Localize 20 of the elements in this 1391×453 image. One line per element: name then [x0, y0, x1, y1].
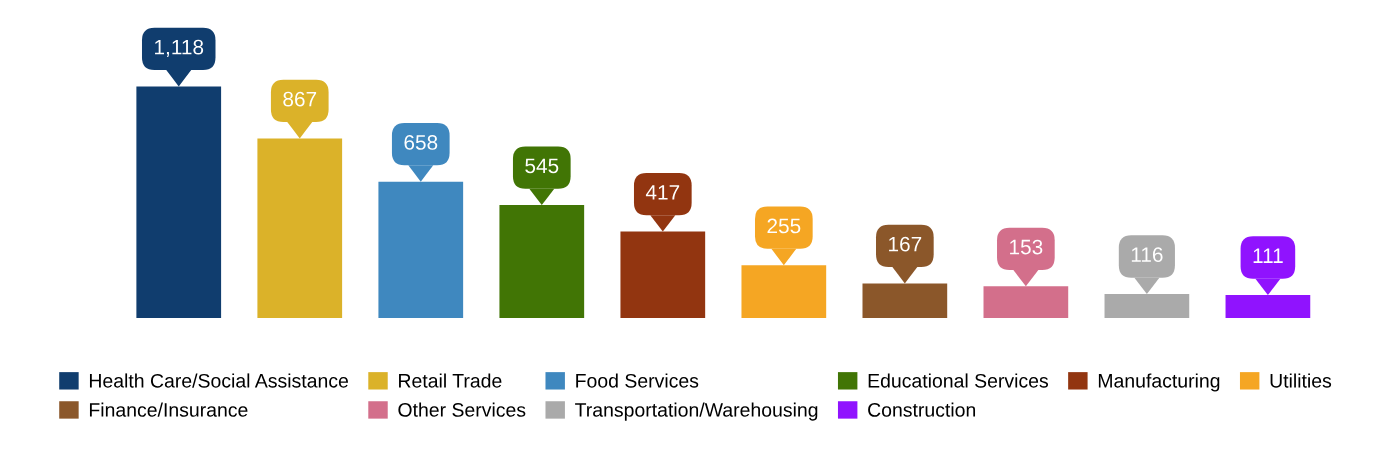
- data-label: 545: [525, 158, 559, 174]
- data-label: 153: [1010, 239, 1043, 255]
- legend-label: Other Services: [398, 402, 526, 417]
- legend-label: Transportation/Warehousing: [575, 402, 818, 421]
- legend-label: Health Care/Social Assistance: [89, 373, 348, 388]
- legend-label: Utilities: [1270, 373, 1332, 388]
- data-label: 867: [283, 91, 317, 107]
- legend-label: Educational Services: [868, 373, 1048, 388]
- data-label: 658: [404, 135, 438, 150]
- legend-label: Construction: [868, 402, 976, 417]
- legend-label: Retail Trade: [399, 373, 502, 388]
- data-label: 417: [645, 185, 680, 200]
- data-label: 111: [1253, 248, 1283, 263]
- data-label: 255: [767, 218, 801, 234]
- data-label: 1,118: [155, 39, 204, 57]
- data-label: 167: [889, 236, 922, 252]
- legend-label: Food Services: [576, 373, 699, 388]
- legend-label: Finance/Insurance: [89, 402, 248, 417]
- legend-label: Manufacturing: [1098, 373, 1220, 392]
- data-label: 116: [1131, 247, 1163, 263]
